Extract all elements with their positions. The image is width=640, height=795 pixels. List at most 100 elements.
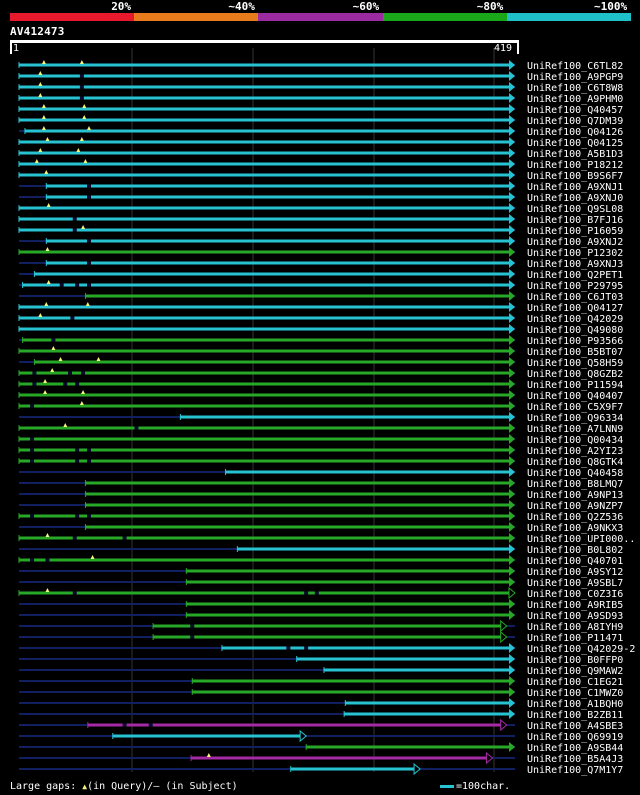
query-gap-triangle — [34, 159, 39, 163]
scale-bar-icon — [440, 784, 454, 788]
hit-end-arrow — [509, 357, 515, 367]
hit-label[interactable]: UniRef100_A9NKX3 — [527, 523, 623, 534]
hit-end-arrow — [509, 93, 515, 103]
dash-icon: – — [153, 781, 160, 792]
hit-label[interactable]: UniRef100_Q49080 — [527, 325, 623, 336]
hit-label[interactable]: UniRef100_Q40701 — [527, 556, 623, 567]
hit-label[interactable]: UniRef100_A9NZP7 — [527, 501, 623, 512]
hit-label[interactable]: UniRef100_P12302 — [527, 248, 623, 259]
hit-label[interactable]: UniRef100_A2YI23 — [527, 446, 623, 457]
hit-label[interactable]: UniRef100_Q04126 — [527, 127, 623, 138]
query-gap-triangle — [79, 137, 84, 141]
hit-label[interactable]: UniRef100_P29795 — [527, 281, 623, 292]
hit-label[interactable]: UniRef100_P11471 — [527, 633, 623, 644]
hit-end-arrow — [509, 478, 515, 488]
hit-label[interactable]: UniRef100_Q7DM39 — [527, 116, 623, 127]
hit-label[interactable]: UniRef100_C6JT03 — [527, 292, 623, 303]
hit-end-arrow — [509, 533, 515, 543]
hit-label[interactable]: UniRef100_Q96334 — [527, 413, 623, 424]
hit-label[interactable]: UniRef100_P11594 — [527, 380, 623, 391]
hit-label[interactable]: UniRef100_C1MWZ0 — [527, 688, 623, 699]
hit-label[interactable]: UniRef100_A4SBE3 — [527, 721, 623, 732]
hit-label[interactable]: UniRef100_Q8GTK4 — [527, 457, 623, 468]
query-gap-triangle — [45, 247, 50, 251]
query-gap-triangle — [79, 401, 84, 405]
hit-label[interactable]: UniRef100_A9RIB5 — [527, 600, 623, 611]
hit-label[interactable]: UniRef100_Q40457 — [527, 105, 623, 116]
hit-label[interactable]: UniRef100_B9S6F7 — [527, 171, 623, 182]
hit-label[interactable]: UniRef100_UPI000.. — [527, 534, 635, 545]
hit-end-arrow — [509, 236, 515, 246]
hit-label[interactable]: UniRef100_P18212 — [527, 160, 623, 171]
hit-label[interactable]: UniRef100_A9SY12 — [527, 567, 623, 578]
hit-label[interactable]: UniRef100_A9SB44 — [527, 743, 623, 754]
hit-label[interactable]: UniRef100_Q69919 — [527, 732, 623, 743]
query-gap-triangle — [51, 346, 56, 350]
hit-label[interactable]: UniRef100_A9PGP9 — [527, 72, 623, 83]
hit-label[interactable]: UniRef100_C0Z3I6 — [527, 589, 623, 600]
hit-end-arrow — [509, 346, 515, 356]
hit-label[interactable]: UniRef100_C6TL82 — [527, 61, 623, 72]
hit-label[interactable]: UniRef100_B0FFP0 — [527, 655, 623, 666]
hit-label[interactable]: UniRef100_A5B1D3 — [527, 149, 623, 160]
hit-end-arrow — [509, 291, 515, 301]
hit-end-arrow — [509, 324, 515, 334]
legend-segment — [382, 13, 507, 21]
hit-label[interactable]: UniRef100_B8LMQ7 — [527, 479, 623, 490]
gaps-legend-subject: (in Subject) — [159, 781, 238, 792]
legend-label: ~100% — [594, 0, 628, 13]
hit-label[interactable]: UniRef100_C6T8W8 — [527, 83, 623, 94]
hit-label[interactable]: UniRef100_A9PHM0 — [527, 94, 623, 105]
ruler-start-tick — [10, 40, 12, 54]
hit-label[interactable]: UniRef100_C5X9F7 — [527, 402, 623, 413]
query-gap-triangle — [81, 390, 86, 394]
hit-label[interactable]: UniRef100_Q42029 — [527, 314, 623, 325]
query-gap-triangle — [45, 533, 50, 537]
hit-label[interactable]: UniRef100_B5A4J3 — [527, 754, 623, 765]
hit-label[interactable]: UniRef100_Q42029-2 — [527, 644, 635, 655]
hit-label[interactable]: UniRef100_A9XNJ1 — [527, 182, 623, 193]
legend-segment — [506, 13, 631, 21]
hit-label[interactable]: UniRef100_Q2Z536 — [527, 512, 623, 523]
hit-end-arrow — [509, 390, 515, 400]
hit-label[interactable]: UniRef100_A1BQH0 — [527, 699, 623, 710]
hit-label[interactable]: UniRef100_Q00434 — [527, 435, 623, 446]
hit-label[interactable]: UniRef100_B5BT07 — [527, 347, 623, 358]
query-gap-triangle — [38, 82, 43, 86]
hit-end-arrow — [509, 522, 515, 532]
hit-end-arrow — [509, 60, 515, 70]
hit-end-arrow — [509, 401, 515, 411]
hit-label[interactable]: UniRef100_C1EG21 — [527, 677, 623, 688]
hit-label[interactable]: UniRef100_Q9MAW2 — [527, 666, 623, 677]
hit-label[interactable]: UniRef100_Q2PET1 — [527, 270, 623, 281]
hit-label[interactable]: UniRef100_A9XNJ0 — [527, 193, 623, 204]
hit-label[interactable]: UniRef100_Q58H59 — [527, 358, 623, 369]
hit-label[interactable]: UniRef100_Q7M1Y7 — [527, 765, 623, 776]
hit-label[interactable]: UniRef100_Q40407 — [527, 391, 623, 402]
hit-label[interactable]: UniRef100_Q9SL08 — [527, 204, 623, 215]
hit-label[interactable]: UniRef100_P16059 — [527, 226, 623, 237]
hit-end-arrow — [509, 214, 515, 224]
query-gap-triangle — [38, 313, 43, 317]
hit-label[interactable]: UniRef100_B2ZB11 — [527, 710, 623, 721]
hit-label[interactable]: UniRef100_A8IYH9 — [527, 622, 623, 633]
hit-label[interactable]: UniRef100_A9NP13 — [527, 490, 623, 501]
hit-end-arrow — [509, 742, 515, 752]
hit-label[interactable]: UniRef100_P93566 — [527, 336, 623, 347]
ruler-start-label: 1 — [13, 43, 20, 54]
hit-label[interactable]: UniRef100_Q04127 — [527, 303, 623, 314]
hit-end-arrow — [509, 269, 515, 279]
hit-end-arrow — [509, 379, 515, 389]
hit-label[interactable]: UniRef100_Q04125 — [527, 138, 623, 149]
hit-label[interactable]: UniRef100_A7LNN9 — [527, 424, 623, 435]
hit-label[interactable]: UniRef100_B0L802 — [527, 545, 623, 556]
hit-label[interactable]: UniRef100_A9XNJ2 — [527, 237, 623, 248]
hit-label[interactable]: UniRef100_Q8GZB2 — [527, 369, 623, 380]
hit-label[interactable]: UniRef100_Q40458 — [527, 468, 623, 479]
hit-end-arrow — [509, 423, 515, 433]
hit-label[interactable]: UniRef100_A9SBL7 — [527, 578, 623, 589]
gaps-legend: Large gaps: ▲(in Query)/– (in Subject) — [10, 781, 238, 792]
hit-label[interactable]: UniRef100_A9XNJ3 — [527, 259, 623, 270]
hit-label[interactable]: UniRef100_B7FJ16 — [527, 215, 623, 226]
hit-label[interactable]: UniRef100_A9SD93 — [527, 611, 623, 622]
